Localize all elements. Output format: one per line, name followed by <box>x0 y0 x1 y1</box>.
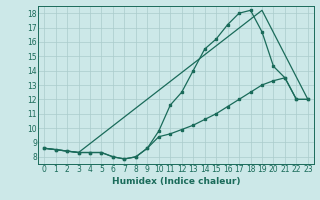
X-axis label: Humidex (Indice chaleur): Humidex (Indice chaleur) <box>112 177 240 186</box>
